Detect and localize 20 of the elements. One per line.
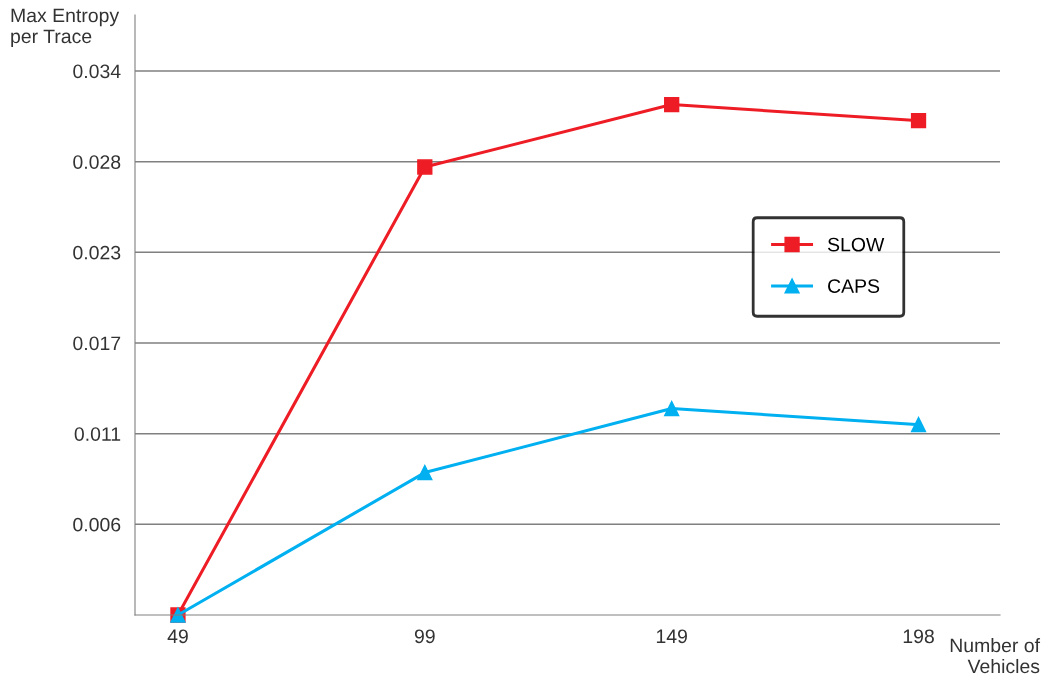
x-tick-label: 99 <box>414 629 435 644</box>
point <box>910 112 927 129</box>
point <box>664 400 680 417</box>
y-tick-label: 0.028 <box>73 155 121 169</box>
y-tick-label: 0.034 <box>73 64 121 79</box>
point <box>664 96 680 113</box>
y-tick-label: 0.011 <box>74 427 121 441</box>
point <box>417 159 433 175</box>
y-tick-label: 0.006 <box>73 517 121 532</box>
point <box>417 464 433 481</box>
y-tick-label: 0.017 <box>73 336 121 351</box>
legend-label: SLOW <box>827 237 885 252</box>
x-tick-label: 198 <box>903 629 934 644</box>
x-tick-label: 49 <box>167 629 188 644</box>
legend-label: CAPS <box>828 279 880 293</box>
x-tick-label: 149 <box>656 629 687 644</box>
y-tick-label: 0.023 <box>73 245 121 260</box>
x-axis-title: Number of Vehicles <box>950 638 1041 674</box>
point <box>910 416 927 433</box>
y-axis-title: Max Entropy per Trace <box>11 8 120 48</box>
